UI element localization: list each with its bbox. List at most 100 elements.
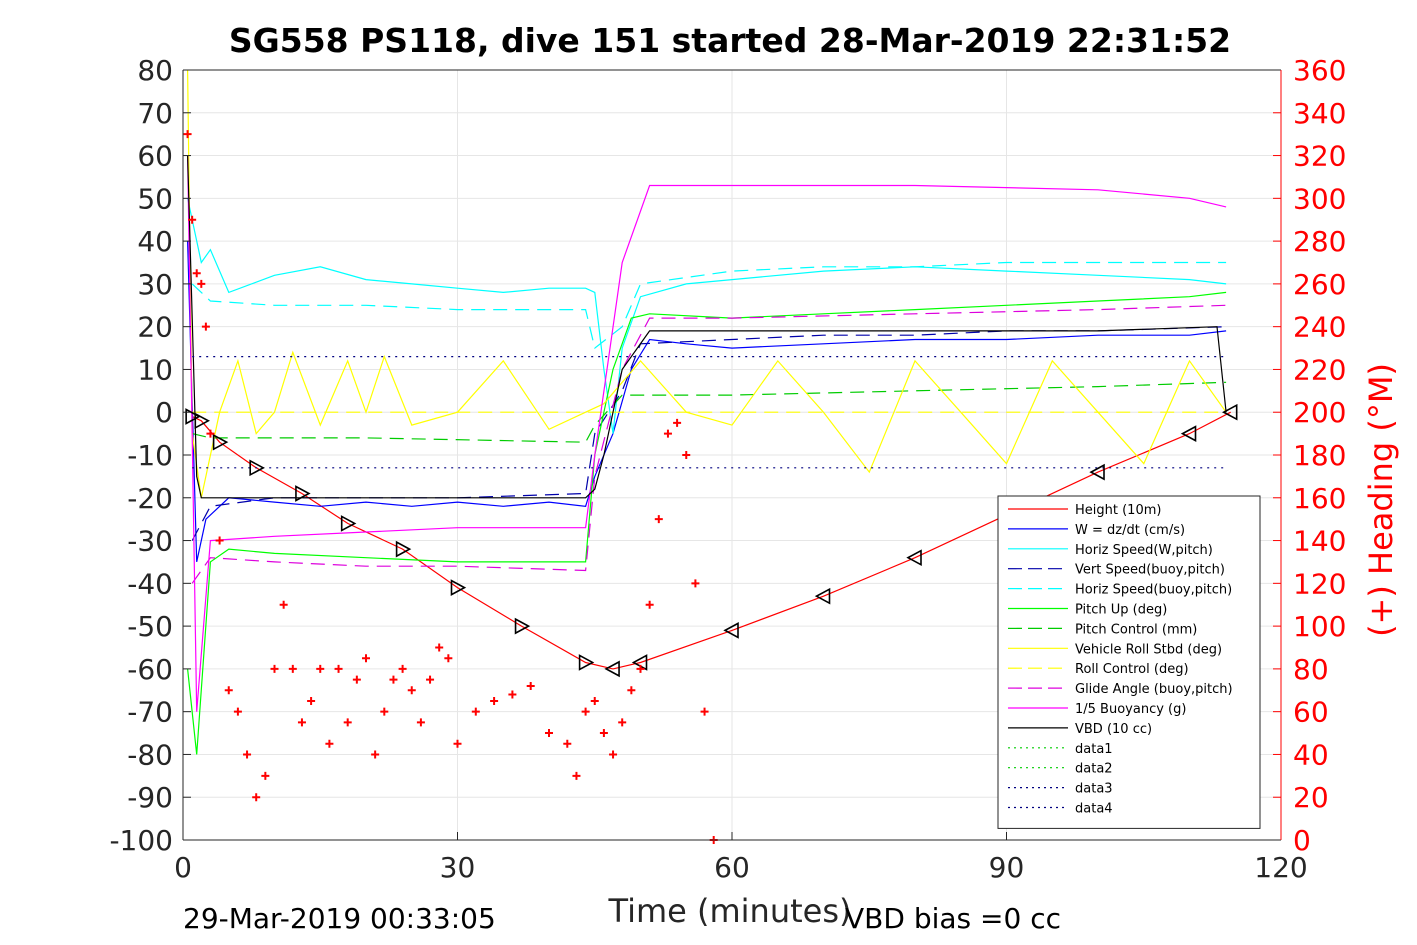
heading-point <box>279 600 288 609</box>
heading-point <box>663 429 672 438</box>
y2-tick-label: 320 <box>1293 140 1346 173</box>
height-marker <box>450 579 467 596</box>
y2-tick-label: 160 <box>1293 482 1346 515</box>
heading-point <box>645 600 654 609</box>
y2-tick-label: 40 <box>1293 738 1329 771</box>
heading-point <box>183 130 192 139</box>
heading-point <box>599 729 608 738</box>
y-tick-label: -80 <box>127 738 173 771</box>
legend-entry: Height (10m) <box>1075 503 1161 518</box>
series-line-5 <box>187 291 1227 755</box>
height-marker <box>1221 403 1238 421</box>
heading-point <box>682 451 691 459</box>
heading-point <box>490 696 499 705</box>
heading-point <box>297 718 306 727</box>
y2-tick-label: 80 <box>1293 653 1329 686</box>
height-marker <box>906 549 922 567</box>
heading-point <box>508 690 517 699</box>
heading-point <box>590 696 599 705</box>
y2-tick-label: 280 <box>1293 225 1346 258</box>
y2-tick-label: 220 <box>1293 353 1346 386</box>
heading-point <box>673 418 682 427</box>
heading-point <box>416 718 425 727</box>
series-line-4 <box>191 261 1227 350</box>
height-marker <box>723 622 739 639</box>
heading-point <box>435 643 444 652</box>
y-tick-label: 60 <box>137 140 173 173</box>
y2-tick-label: 300 <box>1293 182 1346 215</box>
height-marker <box>604 660 620 678</box>
y2-axis-label: (+) Heading (°M) <box>1362 363 1400 637</box>
height-marker <box>578 654 595 671</box>
legend-entry: Horiz Speed(buoy,pitch) <box>1075 583 1232 598</box>
y-tick-label: 30 <box>137 268 173 301</box>
heading-point <box>444 654 453 663</box>
heading-point <box>233 707 242 716</box>
heading-point <box>563 739 572 748</box>
y2-tick-label: 140 <box>1293 525 1346 558</box>
y2-tick-label: 100 <box>1293 610 1346 643</box>
legend-entry: 1/5 Buoyancy (g) <box>1075 702 1186 717</box>
heading-point <box>618 718 627 727</box>
chart-title: SG558 PS118, dive 151 started 28-Mar-201… <box>229 21 1231 60</box>
series-line-10 <box>187 155 1227 712</box>
legend-entry: Pitch Up (deg) <box>1075 603 1167 618</box>
heading-point <box>526 682 535 690</box>
y2-tick-label: 180 <box>1293 439 1346 472</box>
heading-point <box>471 707 480 716</box>
y2-tick-label: 0 <box>1293 824 1311 857</box>
heading-point <box>206 429 215 438</box>
heading-point <box>581 707 590 716</box>
heading-point <box>215 536 224 545</box>
heading-point <box>270 664 279 673</box>
y-tick-label: 20 <box>137 311 173 344</box>
legend-entry: Vehicle Roll Stbd (deg) <box>1075 642 1222 657</box>
legend-entry: data1 <box>1075 742 1113 757</box>
y-tick-label: -30 <box>127 525 173 558</box>
heading-point <box>691 579 700 588</box>
heading-point <box>197 279 206 288</box>
legend-entry: Horiz Speed(W,pitch) <box>1075 543 1213 558</box>
y2-tick-label: 360 <box>1293 54 1346 87</box>
heading-point <box>398 664 407 673</box>
heading-point <box>362 654 370 663</box>
y2-tick-label: 340 <box>1293 97 1346 130</box>
y2-tick-label: 200 <box>1293 396 1346 429</box>
plot-area <box>183 69 1238 844</box>
height-marker <box>295 485 311 502</box>
legend-box <box>997 495 1261 829</box>
heading-point <box>700 707 709 716</box>
series-line-6 <box>192 381 1227 443</box>
height-marker <box>1089 463 1105 481</box>
heading-point <box>334 664 343 673</box>
height-marker <box>1180 425 1197 442</box>
y-tick-label: 50 <box>137 182 173 215</box>
legend-entry: data2 <box>1075 762 1113 777</box>
heading-point <box>192 269 201 278</box>
y-tick-label: -50 <box>127 610 173 643</box>
heading-point <box>627 686 636 695</box>
heading-point <box>453 739 462 748</box>
heading-point <box>343 718 352 727</box>
y-tick-label: 80 <box>137 54 173 87</box>
heading-point <box>407 686 416 695</box>
heading-point <box>243 750 252 759</box>
legend-entry: Vert Speed(buoy,pitch) <box>1075 563 1225 578</box>
legend-entry: W = dz/dt (cm/s) <box>1075 523 1185 538</box>
heading-point <box>380 707 389 716</box>
heading-point <box>261 771 270 780</box>
legend-entry: Glide Angle (buoy,pitch) <box>1075 682 1233 697</box>
y2-tick-label: 20 <box>1293 781 1329 814</box>
y-tick-label: 10 <box>137 353 173 386</box>
y-tick-label: 0 <box>155 396 173 429</box>
height-marker <box>185 408 201 425</box>
legend-entry: data4 <box>1075 802 1113 817</box>
footer-timestamp: 29-Mar-2019 00:33:05 <box>183 902 496 935</box>
series-line-9 <box>191 304 1227 584</box>
y2-tick-label: 240 <box>1293 311 1346 344</box>
height-marker <box>814 587 831 605</box>
heading-point <box>636 664 645 673</box>
y2-tick-label: 60 <box>1293 696 1329 729</box>
heading-point <box>288 664 297 673</box>
